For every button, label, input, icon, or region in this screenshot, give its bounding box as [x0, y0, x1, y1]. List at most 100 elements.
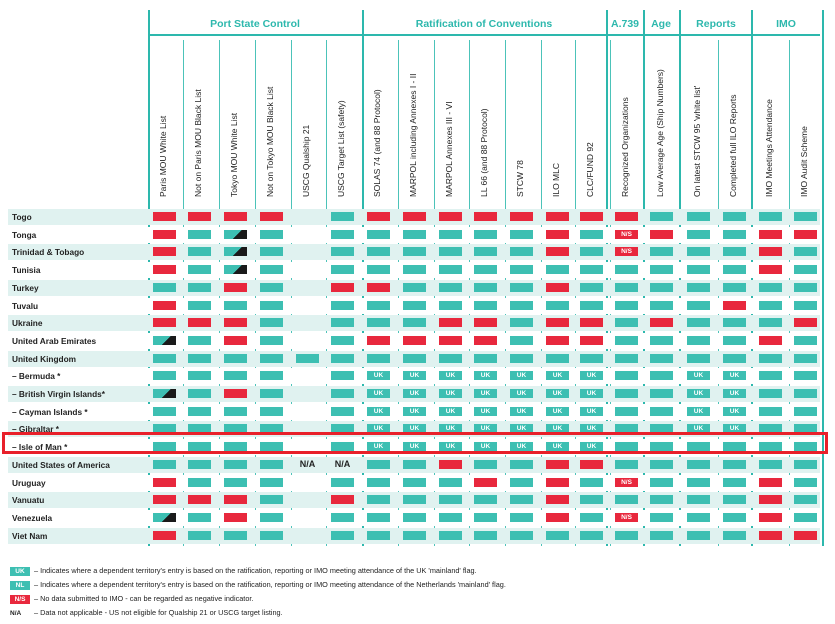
- cell-positive: [759, 424, 782, 433]
- cell-positive: [759, 318, 782, 327]
- row-country-name: Viet Nam: [12, 531, 48, 541]
- cell-positive: [439, 230, 462, 239]
- cell-positive: [510, 318, 533, 327]
- cell-negative: [794, 230, 817, 239]
- group-header-ratification: Ratification of Conventions: [415, 18, 553, 30]
- cell-positive: [615, 531, 638, 540]
- cell-negative: [153, 301, 176, 310]
- cell-positive: [260, 513, 283, 522]
- cell-positive: [650, 301, 673, 310]
- cell-positive: [546, 354, 569, 363]
- cell-positive: [367, 460, 390, 469]
- cell-no-data: N/S: [615, 513, 638, 522]
- cell-negative: [650, 230, 673, 239]
- legend-item: N/A – Data not applicable - US not eligib…: [10, 607, 283, 618]
- cell-uk-flag: UK: [403, 424, 426, 433]
- cell-positive: [794, 371, 817, 380]
- cell-positive: [794, 301, 817, 310]
- column-header: Recognized Organizations: [620, 97, 630, 197]
- cell-positive: [224, 371, 247, 380]
- cell-uk-flag: UK: [580, 371, 603, 380]
- cell-positive: [687, 301, 710, 310]
- legend-badge: NL: [10, 580, 30, 590]
- cell-positive: [580, 354, 603, 363]
- cell-positive: [188, 442, 211, 451]
- row-country-name: – Cayman Islands *: [12, 407, 88, 417]
- cell-not-applicable: N/A: [334, 459, 351, 469]
- cell-negative: [224, 283, 247, 292]
- cell-negative: [367, 336, 390, 345]
- cell-positive: [331, 371, 354, 380]
- cell-negative: [580, 318, 603, 327]
- group-divider: [679, 10, 681, 546]
- cell-negative: [580, 336, 603, 345]
- cell-positive: [260, 283, 283, 292]
- column-header: Not on Tokyo MOU Black List: [265, 86, 275, 197]
- cell-positive: [296, 354, 319, 363]
- group-header-rule: [148, 34, 820, 36]
- cell-positive: [546, 265, 569, 274]
- cell-positive: [403, 301, 426, 310]
- cell-negative: [224, 318, 247, 327]
- legend-text: – Indicates where a dependent territory'…: [34, 580, 506, 589]
- cell-positive: [759, 301, 782, 310]
- cell-positive: [687, 230, 710, 239]
- cell-negative: [546, 513, 569, 522]
- cell-positive: [687, 495, 710, 504]
- cell-uk-flag: UK: [510, 371, 533, 380]
- cell-partial: [153, 336, 176, 345]
- group-header-port-state-control: Port State Control: [210, 18, 300, 30]
- cell-positive: [723, 283, 746, 292]
- cell-positive: [188, 460, 211, 469]
- cell-positive: [474, 495, 497, 504]
- cell-positive: [759, 283, 782, 292]
- legend-badge: N/A: [10, 609, 22, 617]
- cell-positive: [260, 495, 283, 504]
- cell-negative: [439, 212, 462, 221]
- cell-positive: [615, 318, 638, 327]
- cell-positive: [403, 460, 426, 469]
- cell-positive: [650, 478, 673, 487]
- cell-positive: [759, 389, 782, 398]
- cell-positive: [794, 212, 817, 221]
- cell-positive: [367, 318, 390, 327]
- row-country-name: Tuvalu: [12, 301, 39, 311]
- row-country-name: United Kingdom: [12, 354, 77, 364]
- group-divider: [148, 10, 150, 546]
- cell-positive: [546, 301, 569, 310]
- cell-positive: [331, 301, 354, 310]
- cell-positive: [615, 407, 638, 416]
- cell-positive: [474, 230, 497, 239]
- column-header: CLC/FUND 92: [585, 142, 595, 197]
- cell-negative: [403, 212, 426, 221]
- cell-positive: [367, 265, 390, 274]
- cell-positive: [439, 283, 462, 292]
- cell-positive: [260, 371, 283, 380]
- cell-positive: [580, 265, 603, 274]
- cell-positive: [260, 265, 283, 274]
- cell-positive: [153, 283, 176, 292]
- cell-negative: [546, 336, 569, 345]
- cell-positive: [224, 301, 247, 310]
- cell-positive: [580, 513, 603, 522]
- cell-uk-flag: UK: [546, 424, 569, 433]
- legend-text: – Indicates where a dependent territory'…: [34, 566, 477, 575]
- cell-positive: [474, 265, 497, 274]
- cell-negative: [367, 212, 390, 221]
- cell-negative: [759, 531, 782, 540]
- cell-positive: [403, 354, 426, 363]
- cell-positive: [687, 265, 710, 274]
- cell-positive: [474, 531, 497, 540]
- cell-positive: [687, 283, 710, 292]
- cell-positive: [723, 354, 746, 363]
- cell-positive: [260, 442, 283, 451]
- cell-uk-flag: UK: [367, 442, 390, 451]
- cell-positive: [615, 336, 638, 345]
- cell-positive: [439, 265, 462, 274]
- cell-positive: [615, 424, 638, 433]
- cell-uk-flag: UK: [510, 424, 533, 433]
- cell-positive: [331, 247, 354, 256]
- cell-positive: [650, 442, 673, 451]
- cell-positive: [615, 371, 638, 380]
- cell-uk-flag: UK: [687, 371, 710, 380]
